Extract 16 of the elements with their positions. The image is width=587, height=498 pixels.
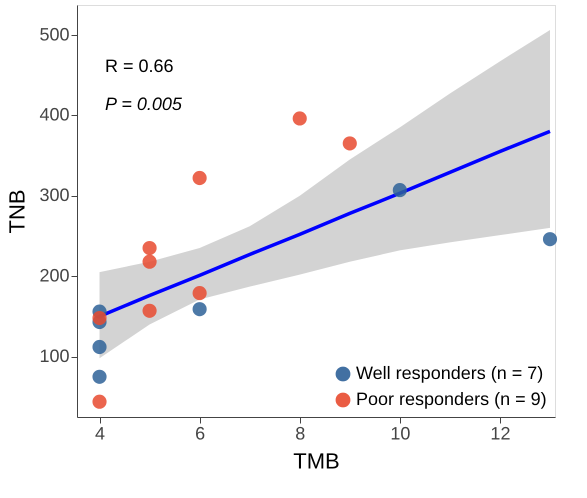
- y-tick-label: 200: [39, 266, 70, 286]
- x-tick-label: 8: [295, 424, 306, 444]
- x-axis-title: TMB: [293, 448, 340, 474]
- y-axis-title: TNB: [4, 190, 30, 234]
- legend-label: Well responders (n = 7): [356, 363, 544, 383]
- annotation: P = 0.005: [105, 94, 183, 114]
- x-tick-label: 12: [490, 424, 510, 444]
- x-tick-label: 6: [195, 424, 206, 444]
- x-tick-label: 10: [390, 424, 410, 444]
- y-tick-label: 100: [39, 346, 70, 366]
- y-tick-label: 300: [39, 185, 70, 206]
- y-tick-label: 400: [39, 104, 70, 125]
- x-tick-label: 4: [95, 424, 106, 444]
- y-tick-label: 500: [39, 24, 70, 44]
- legend-label: Poor responders (n = 9): [356, 389, 547, 409]
- annotation: R = 0.66: [105, 56, 174, 76]
